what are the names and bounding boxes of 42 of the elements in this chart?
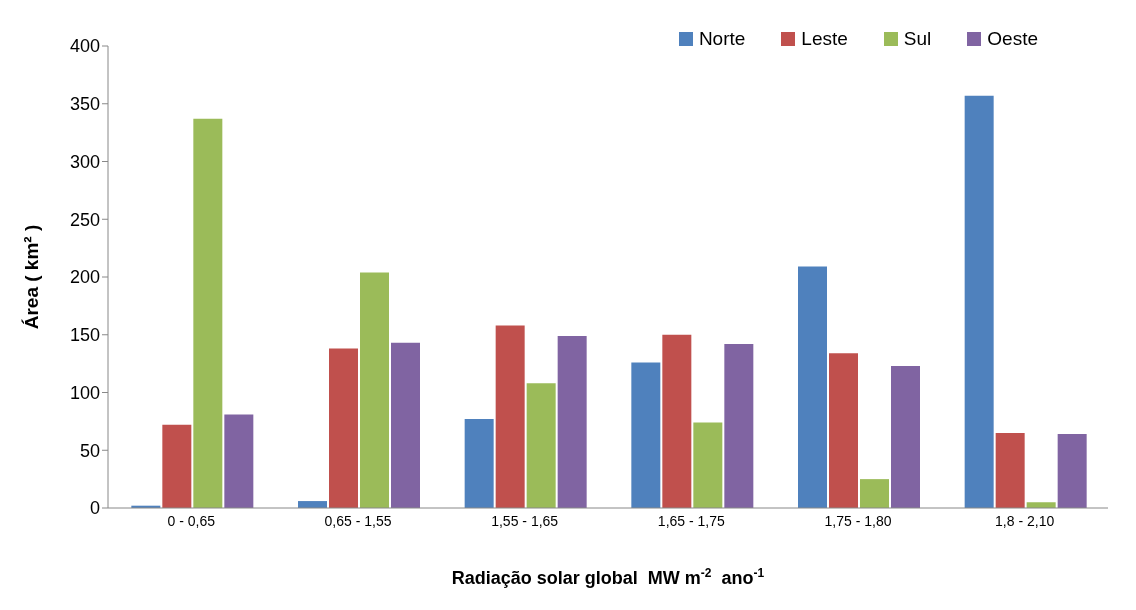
y-tick-label: 300 [69, 151, 100, 172]
y-tick-label: 100 [69, 382, 100, 403]
bar [662, 334, 692, 508]
bar [162, 424, 192, 508]
bar [860, 479, 889, 508]
bar [891, 365, 920, 508]
x-tick-label: 1,55 - 1,65 [491, 512, 559, 529]
y-tick-label: 150 [69, 325, 100, 346]
bar [495, 325, 525, 508]
x-tick-label: 0 - 0,65 [167, 512, 216, 529]
bar [193, 118, 223, 508]
bar [798, 266, 827, 508]
y-tick-label: 350 [69, 94, 100, 115]
y-tick-label: 50 [79, 440, 100, 461]
x-tick-label: 1,65 - 1,75 [657, 512, 726, 529]
x-tick-label: 1,8 - 2,10 [995, 512, 1055, 529]
bar [829, 353, 858, 508]
bar [1057, 434, 1087, 508]
x-tick-label: 1,75 - 1,80 [824, 512, 892, 529]
bar [329, 348, 358, 508]
bar [391, 342, 420, 508]
y-tick-label: 0 [89, 498, 100, 519]
legend-label: Oeste [986, 28, 1038, 50]
legend-label: Sul [902, 28, 932, 50]
legend-label: Norte [697, 28, 746, 50]
y-tick-label: 400 [69, 36, 100, 57]
bar [995, 432, 1025, 508]
y-tick-label: 200 [69, 267, 100, 288]
bar [464, 419, 494, 508]
bar [224, 414, 254, 508]
bar [557, 335, 587, 508]
y-tick-label: 250 [69, 209, 100, 230]
bar [964, 95, 994, 508]
bar [693, 422, 723, 508]
x-tick-label: 0,65 - 1,55 [324, 512, 392, 529]
legend-label: Leste [800, 28, 848, 50]
bar [631, 362, 661, 508]
x-axis-title: Radiação solar global MW m$^{-2}$ ano$^{-1}$ [451, 566, 765, 588]
bar [724, 343, 754, 508]
bar [526, 383, 556, 508]
y-axis-title: Área ( km² ) [21, 224, 42, 330]
bar [360, 272, 389, 508]
